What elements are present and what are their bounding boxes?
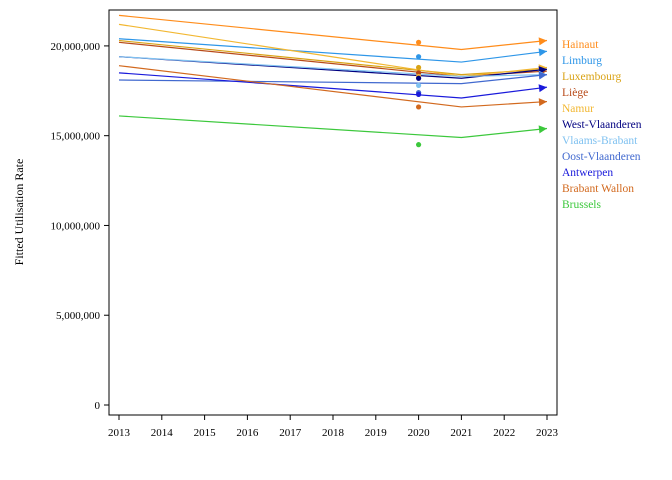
series-line [118, 56, 548, 78]
x-tick-label: 2023 [536, 427, 559, 439]
series-arrowhead [538, 84, 547, 93]
x-tick-label: 2020 [408, 427, 431, 439]
x-axis: 2013 2014 2015 2016 2017 2018 2019 2020 2021 2022… [108, 415, 559, 439]
observed-point [416, 91, 422, 97]
series-line [118, 38, 548, 63]
series-line [118, 14, 548, 51]
series-arrowhead [538, 48, 547, 57]
series-line [118, 115, 548, 139]
series-arrowhead [538, 98, 547, 107]
legend-entry: Antwerpen [562, 167, 613, 179]
y-tick-label: 0 [95, 400, 101, 412]
x-tick-label: 2016 [236, 427, 259, 439]
legend-entry: Namur [562, 103, 594, 115]
y-tick-label: 10,000,000 [51, 220, 101, 232]
y-tick-label: 15,000,000 [51, 131, 101, 143]
legend-entry: Oost-Vlaanderen [562, 151, 641, 163]
x-tick-label: 2022 [493, 427, 515, 439]
legend-entry: Brussels [562, 199, 602, 211]
series-arrowhead [538, 125, 547, 134]
observed-point [416, 104, 422, 110]
y-axis: 0 5,000,000 10,000,000 15,000,000 20,000,000 [51, 41, 109, 412]
y-tick-label: 5,000,000 [56, 310, 101, 322]
legend-entry: Limburg [562, 55, 602, 67]
legend-entry: Hainaut [562, 39, 599, 51]
observed-point [416, 39, 422, 45]
x-tick-label: 2021 [450, 427, 472, 439]
legend-entry: West-Vlaanderen [562, 119, 642, 131]
legend: Hainaut Limburg Luxembourg Liège Namur West-V… [562, 39, 642, 211]
series-line [118, 65, 548, 108]
observed-point [416, 142, 422, 148]
legend-entry: Vlaams-Brabant [562, 135, 638, 147]
observed-point [416, 75, 422, 81]
observed-point [416, 82, 422, 89]
x-tick-label: 2018 [322, 427, 345, 439]
x-tick-label: 2014 [151, 427, 174, 439]
legend-entry: Brabant Wallon [562, 183, 634, 195]
x-tick-label: 2019 [365, 427, 388, 439]
observed-point [416, 64, 422, 71]
x-tick-label: 2015 [194, 427, 217, 439]
x-tick-label: 2017 [279, 427, 302, 439]
series-arrowhead [538, 71, 547, 80]
observed-point [416, 70, 422, 76]
x-tick-label: 2013 [108, 427, 131, 439]
y-axis-label: Fitted Utilisation Rate [12, 159, 26, 266]
observed-point [416, 54, 422, 60]
series-lines [118, 14, 548, 139]
legend-entry: Luxembourg [562, 71, 621, 83]
y-tick-label: 20,000,000 [51, 41, 101, 53]
series-line [118, 72, 548, 99]
legend-entry: Liège [562, 87, 588, 99]
plot-frame [108, 9, 558, 416]
observed-points [416, 39, 422, 148]
series-arrowhead [538, 37, 547, 46]
